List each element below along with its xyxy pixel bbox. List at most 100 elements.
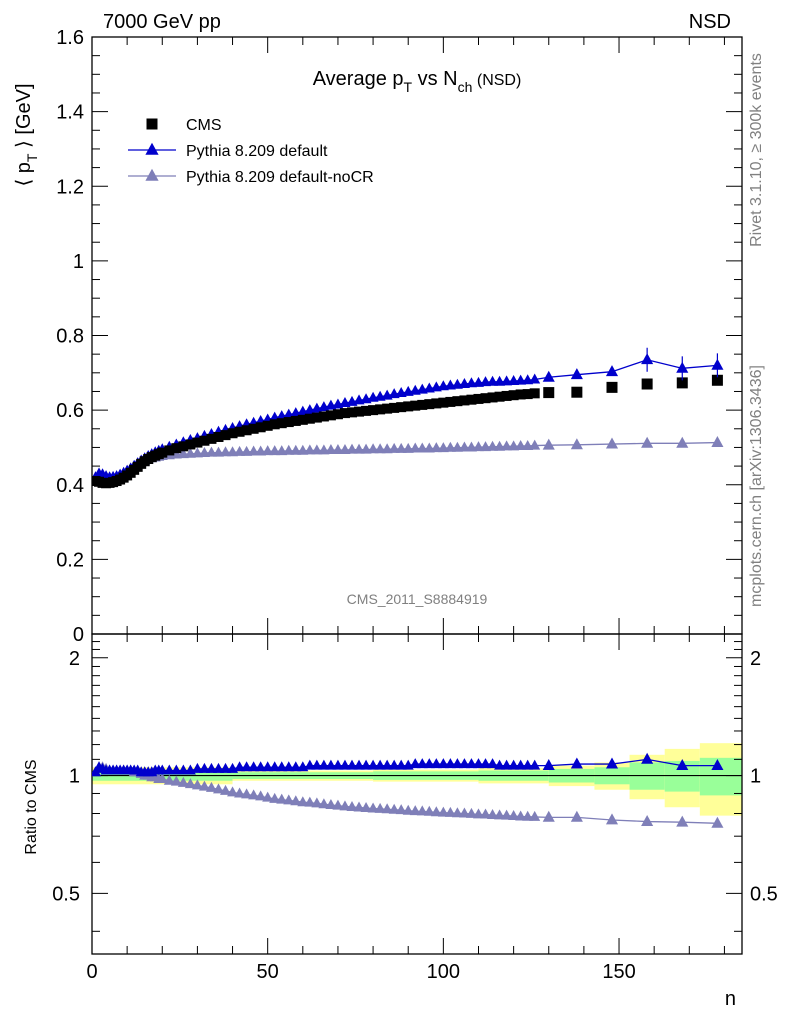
data-point bbox=[269, 761, 281, 772]
data-point bbox=[542, 759, 555, 771]
data-point bbox=[262, 420, 273, 431]
data-point bbox=[395, 804, 407, 815]
x-tick-label: 150 bbox=[602, 961, 635, 983]
uncertainty-bands bbox=[92, 743, 742, 816]
data-point bbox=[304, 413, 315, 424]
data-point bbox=[220, 762, 232, 773]
data-point bbox=[676, 815, 689, 827]
analysis-watermark: CMS_2011_S8884919 bbox=[347, 591, 488, 607]
data-point bbox=[325, 759, 337, 770]
data-point bbox=[199, 435, 210, 446]
data-point bbox=[529, 388, 540, 399]
y-axis-label-main: ⟨ pT ⟩ [GeV] bbox=[13, 83, 40, 186]
y-tick-label: 1.2 bbox=[56, 176, 84, 198]
data-point bbox=[170, 775, 182, 786]
data-point bbox=[206, 433, 217, 444]
y-tick-label: 1.4 bbox=[56, 102, 84, 124]
data-point bbox=[360, 802, 372, 813]
data-point bbox=[430, 806, 442, 817]
data-point bbox=[529, 759, 541, 770]
data-point bbox=[437, 806, 449, 817]
data-point bbox=[262, 791, 274, 802]
data-point bbox=[241, 761, 253, 772]
data-point bbox=[311, 759, 323, 770]
plot-title-sub1: T bbox=[404, 79, 413, 95]
data-point bbox=[156, 764, 168, 775]
data-point bbox=[191, 779, 203, 790]
data-point bbox=[501, 390, 512, 401]
data-point bbox=[163, 774, 175, 785]
data-point bbox=[170, 764, 182, 775]
data-point bbox=[388, 803, 400, 814]
data-point bbox=[508, 759, 520, 770]
data-point bbox=[458, 758, 470, 769]
data-point bbox=[529, 439, 541, 450]
data-point bbox=[466, 394, 477, 405]
data-point bbox=[171, 443, 182, 454]
data-point bbox=[318, 759, 330, 770]
y-tick-label: 0 bbox=[73, 624, 84, 646]
y-axis-label-sub: T bbox=[24, 153, 40, 162]
series-line bbox=[95, 359, 718, 478]
data-point bbox=[205, 781, 217, 792]
data-point bbox=[163, 764, 175, 775]
data-point bbox=[423, 805, 435, 816]
x-axis-label: n bbox=[725, 988, 736, 1010]
data-point bbox=[346, 443, 358, 454]
data-point bbox=[472, 441, 484, 452]
y-axis-label-close: ⟩ [GeV] bbox=[13, 83, 35, 153]
data-point bbox=[191, 762, 203, 773]
data-point bbox=[676, 759, 689, 771]
legend-marker bbox=[145, 168, 159, 181]
data-point bbox=[605, 437, 619, 449]
data-point bbox=[444, 441, 456, 452]
data-point bbox=[529, 373, 541, 384]
data-point bbox=[248, 789, 260, 800]
data-point bbox=[641, 814, 654, 826]
data-point bbox=[543, 387, 555, 399]
ratio-y-tick-label: 2 bbox=[69, 648, 80, 670]
data-point bbox=[570, 757, 583, 769]
data-point bbox=[234, 445, 246, 456]
data-point bbox=[332, 409, 343, 420]
data-point bbox=[641, 378, 653, 390]
data-point bbox=[304, 444, 316, 455]
y-tick-label: 0.2 bbox=[56, 549, 84, 571]
x-tick-label: 50 bbox=[257, 961, 279, 983]
data-point bbox=[325, 444, 337, 455]
data-point bbox=[339, 408, 350, 419]
data-point bbox=[529, 810, 541, 821]
data-point bbox=[339, 800, 351, 811]
data-point bbox=[339, 759, 351, 770]
data-point bbox=[205, 762, 217, 773]
data-point bbox=[487, 758, 499, 769]
data-point bbox=[570, 368, 583, 380]
legend-marker bbox=[145, 142, 159, 155]
data-point bbox=[423, 758, 435, 769]
data-point bbox=[501, 759, 513, 770]
data-point bbox=[255, 761, 267, 772]
data-point bbox=[515, 389, 526, 400]
y-axis-label-open: ⟨ p bbox=[13, 162, 35, 186]
data-point bbox=[177, 776, 189, 787]
data-point bbox=[234, 761, 246, 772]
data-point bbox=[711, 374, 723, 386]
data-point bbox=[444, 806, 456, 817]
data-point bbox=[332, 759, 344, 770]
data-point bbox=[283, 444, 295, 455]
data-point bbox=[410, 400, 421, 411]
data-point bbox=[262, 445, 274, 456]
data-point bbox=[458, 441, 470, 452]
data-point bbox=[409, 442, 421, 453]
data-point bbox=[542, 370, 555, 382]
data-point bbox=[164, 445, 175, 456]
data-point bbox=[374, 759, 386, 770]
data-point bbox=[255, 422, 266, 433]
data-point bbox=[332, 444, 344, 455]
data-point bbox=[437, 758, 449, 769]
axis-ticks: 0 0.2 0.4 0.6 0.8 1 1.2 1.4 1.6 0 50 100 150 0.5 0.5 1 1… bbox=[52, 27, 778, 983]
data-point bbox=[241, 788, 253, 799]
data-point bbox=[184, 778, 196, 789]
plot-title-tail: (NSD) bbox=[472, 72, 521, 89]
data-point bbox=[276, 761, 288, 772]
